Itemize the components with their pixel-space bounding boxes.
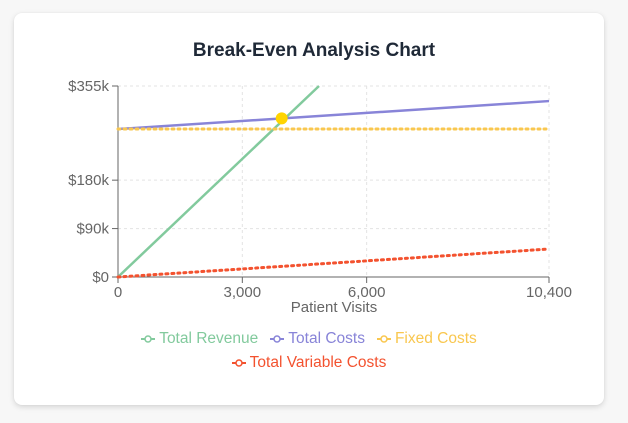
legend-label: Fixed Costs <box>394 330 477 347</box>
grid <box>118 85 550 277</box>
legend-item-total-variable-costs[interactable]: Total Variable Costs <box>231 354 387 372</box>
legend-line-circle-icon <box>141 335 156 343</box>
legend-line-circle-icon <box>231 359 246 367</box>
legend-label: Total Variable Costs <box>249 354 387 371</box>
chart-title: Break-Even Analysis Chart <box>192 40 436 61</box>
legend-row-2: Total Variable Costs <box>14 354 604 372</box>
y-tick-label: $355k <box>68 78 109 95</box>
legend-line-circle-icon <box>376 335 391 343</box>
series-lines <box>116 85 551 279</box>
series-line-total-revenue <box>117 85 320 278</box>
legend: Total Revenue Total Costs Fixed Costs <box>14 330 604 348</box>
legend-item-fixed-costs[interactable]: Fixed Costs <box>376 330 477 348</box>
legend-label: Total Revenue <box>159 330 259 347</box>
series-line-total-costs <box>117 99 550 131</box>
tick-labels: 0 3,000 6,000 10,400 $0 $90k $180k $355k <box>68 78 572 301</box>
legend-label: Total Costs <box>288 330 365 347</box>
x-tick-label: 3,000 <box>224 284 262 301</box>
legend-line-circle-icon <box>270 335 285 343</box>
y-tick-label: $180k <box>68 172 109 189</box>
x-tick-label: 0 <box>114 284 122 301</box>
chart-card <box>14 13 604 405</box>
x-tick-label: 6,000 <box>348 284 386 301</box>
x-tick-label: 10,400 <box>526 284 572 301</box>
legend-item-total-revenue[interactable]: Total Revenue <box>141 330 258 348</box>
series-line-total-variable-costs <box>116 247 551 279</box>
break-even-point <box>275 112 288 125</box>
x-axis-label: Patient Visits <box>291 299 377 316</box>
y-tick-label: $90k <box>76 221 109 238</box>
y-tick-label: $0 <box>92 269 109 286</box>
legend-item-total-costs[interactable]: Total Costs <box>270 330 365 348</box>
